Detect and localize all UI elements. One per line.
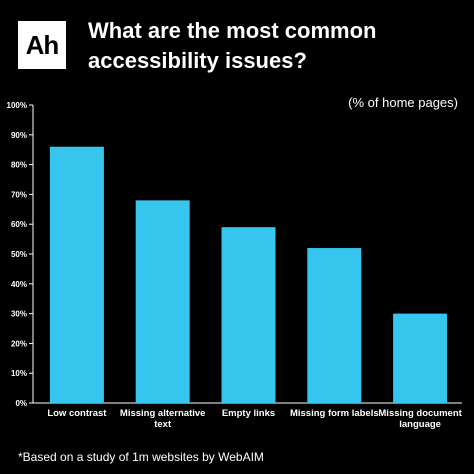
x-tick-label-line: Missing form labels — [290, 408, 379, 419]
brand-logo: Ah — [18, 21, 66, 69]
y-tick-label: 10% — [11, 369, 27, 378]
bar — [49, 146, 104, 403]
y-tick-label: 20% — [11, 339, 27, 348]
bar — [307, 248, 362, 403]
page-title: What are the most common accessibility i… — [88, 18, 377, 73]
x-tick-label: Empty links — [222, 408, 275, 419]
y-tick-label: 0% — [15, 399, 27, 408]
x-tick-label: Missing document language — [378, 408, 462, 430]
x-tick-label-line: Low contrast — [47, 408, 107, 419]
x-tick-label: Missing alternative text — [120, 408, 206, 430]
x-tick-label-line: text — [154, 419, 172, 430]
footnote: *Based on a study of 1m websites by WebA… — [18, 450, 264, 464]
x-tick-label: Missing form labels — [290, 408, 379, 419]
bar — [221, 227, 276, 403]
x-tick-label-line: Missing document — [378, 408, 462, 419]
y-tick-label: 80% — [11, 161, 27, 170]
x-tick-label-line: Empty links — [222, 408, 275, 419]
y-tick-label: 60% — [11, 220, 27, 229]
logo-text: Ah — [25, 29, 60, 60]
y-tick-label: 30% — [11, 310, 27, 319]
y-tick-label: 40% — [11, 280, 27, 289]
x-tick-label: Low contrast — [47, 408, 107, 419]
y-tick-label: 90% — [11, 131, 27, 140]
y-tick-label: 70% — [11, 190, 27, 199]
bar — [393, 313, 448, 403]
unit-note: (% of home pages) — [348, 95, 458, 110]
y-tick-label: 50% — [11, 250, 27, 259]
y-tick-label: 100% — [7, 101, 27, 110]
bar — [135, 200, 190, 403]
x-tick-label-line: Missing alternative — [120, 408, 206, 419]
x-tick-label-line: language — [399, 419, 441, 430]
